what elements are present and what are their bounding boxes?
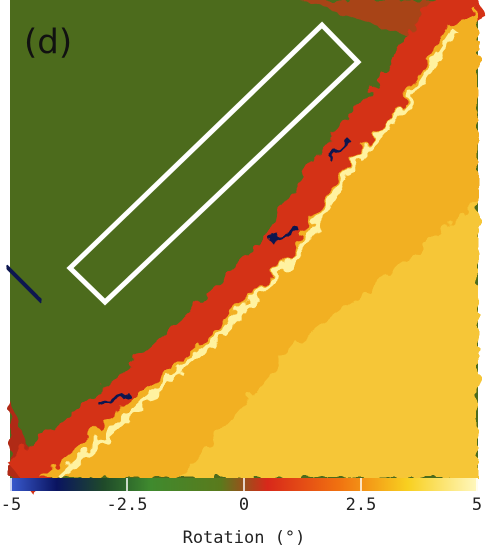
tick-label: 0 xyxy=(239,495,249,515)
tick-label: -5 xyxy=(1,495,21,515)
tick-label: -2.5 xyxy=(107,495,148,515)
tick-label: 5 xyxy=(472,495,482,515)
rotation-map: (d) xyxy=(7,0,486,494)
tick-label: 2.5 xyxy=(346,495,377,515)
colorbar-label: Rotation (°) xyxy=(183,528,306,548)
panel-label: (d) xyxy=(24,23,72,63)
colorbar-ticks: -5 -2.5 0 2.5 5 xyxy=(1,478,482,515)
